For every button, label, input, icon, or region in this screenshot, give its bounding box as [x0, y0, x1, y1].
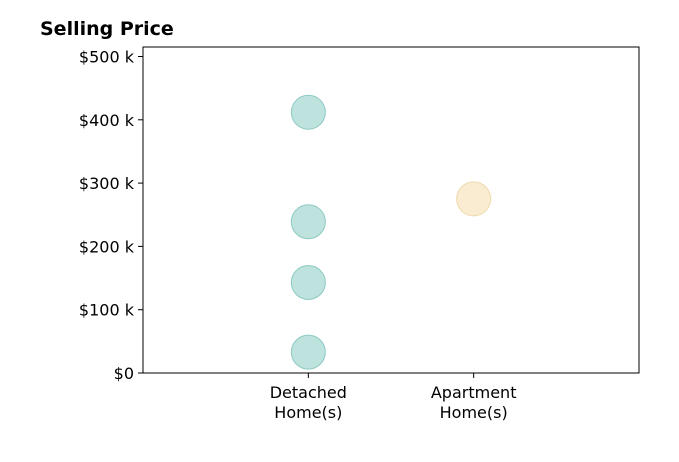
scatter-point: [290, 94, 326, 130]
scatter-point: [290, 334, 326, 370]
y-tick-label: $300 k: [79, 174, 135, 193]
x-tick-label: Apartment: [431, 383, 517, 402]
plot-area-frame: [142, 46, 640, 374]
x-tick-label: Home(s): [440, 403, 508, 422]
y-tick-label: $400 k: [79, 111, 135, 130]
x-tick-label: Detached: [270, 383, 347, 402]
y-tick-label: $100 k: [79, 301, 135, 320]
data-points: [290, 94, 492, 370]
y-axis: $0 $100 k $200 k $300 k $400 k $500 k: [79, 47, 143, 383]
scatter-point: [290, 204, 326, 240]
y-tick-label: $200 k: [79, 237, 135, 256]
y-tick-label: $0: [114, 364, 134, 383]
y-tick-label: $500 k: [79, 47, 135, 66]
chart-title: Selling Price: [40, 18, 174, 40]
x-tick-label: Home(s): [274, 403, 342, 422]
scatter-point: [290, 264, 326, 300]
scatter-point: [456, 181, 492, 217]
